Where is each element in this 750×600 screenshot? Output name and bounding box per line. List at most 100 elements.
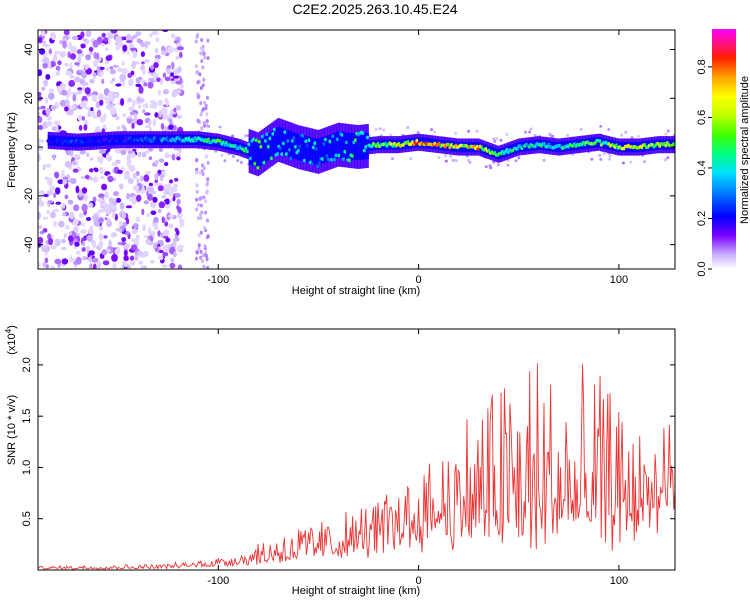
spectrogram-cell: [150, 259, 155, 264]
spectrogram-cell: [121, 213, 127, 219]
spectrogram-cell: [113, 191, 119, 196]
spectrogram-cell: [61, 258, 69, 265]
spectrogram-cell: [108, 197, 114, 203]
spectrogram-cell: [101, 78, 105, 85]
spectrogram-cell: [107, 175, 114, 183]
spectrogram-cell: [138, 104, 142, 109]
spectrogram-cell: [196, 69, 199, 74]
spectrogram-cell: [142, 68, 146, 75]
spectrogram-cell: [131, 152, 136, 159]
spectrogram-cell: [590, 157, 594, 161]
spectrogram-cell: [141, 61, 145, 65]
spectrogram-cell: [132, 184, 140, 191]
spectrogram-cell: [121, 237, 127, 242]
spectrogram-cell: [374, 127, 378, 131]
spectrogram-cell: [144, 112, 151, 116]
spectrogram-cell: [444, 159, 448, 163]
spectrogram-cell: [81, 203, 88, 212]
spectrogram-cell: [579, 127, 583, 131]
spectrogram-cell: [92, 214, 99, 221]
spectrogram-cell: [52, 154, 56, 161]
spectrogram-cell: [195, 183, 199, 188]
spectrogram-cell: [172, 251, 177, 258]
spectrogram-cell: [154, 247, 159, 252]
spectrogram-cell: [97, 156, 104, 163]
spectrogram-cell: [167, 46, 174, 54]
spectrogram-cell: [123, 266, 128, 269]
spectrogram-cell: [164, 76, 171, 82]
spectrogram-cell: [201, 253, 205, 258]
spectrogram-cell: [103, 37, 109, 42]
spectrogram-cell: [62, 179, 68, 185]
spectrogram-cell: [199, 249, 203, 254]
spectrogram-cell: [91, 257, 99, 263]
spectrogram-cell: [551, 134, 555, 138]
spectrogram-cell: [105, 153, 111, 161]
spectrogram-cell: [82, 38, 87, 42]
spectrogram-cell: [166, 65, 171, 69]
spectrogram-cell: [92, 60, 99, 68]
spectrogram-cell: [48, 88, 55, 94]
spectrogram-cell: [88, 202, 94, 208]
spectrogram-cell: [201, 65, 205, 70]
spectrogram-cell: [205, 182, 209, 187]
spectrogram-cell: [41, 244, 48, 248]
spectrogram-cell: [70, 177, 77, 184]
spectrogram-cell: [206, 160, 210, 165]
spectrogram-cell: [517, 156, 521, 160]
spectrogram-cell: [112, 64, 119, 68]
spectrogram-cell: [126, 40, 133, 44]
spectrogram-cell: [620, 133, 623, 137]
spectrogram-cell: [529, 127, 533, 131]
spectrogram-cell: [41, 30, 46, 37]
spectrogram-cell: [59, 51, 67, 58]
spectrogram-cell: [109, 69, 116, 75]
spectrogram-ytick-label: 20: [23, 92, 35, 104]
spectrogram-cell: [624, 130, 628, 134]
spectrogram-cell: [136, 178, 140, 184]
spectrogram-cell: [164, 198, 170, 205]
spectrogram-cell: [416, 130, 420, 134]
spectrogram-cell: [148, 156, 152, 161]
spectrogram-cell: [176, 205, 180, 210]
spectrogram-cell: [150, 79, 156, 83]
spectrogram-cell: [496, 163, 500, 167]
spectrogram-cell: [206, 234, 210, 239]
spectrogram-cell: [61, 169, 65, 176]
spectrogram-cell: [57, 179, 64, 184]
colorbar-bar: [712, 29, 736, 269]
spectrogram-cell: [66, 110, 74, 116]
spectrogram-cell: [127, 178, 134, 185]
spectrogram-cell: [46, 121, 53, 127]
snr-ticks: -100 0 100 0.5 1.0 1.5 2.0: [21, 329, 675, 587]
spectrogram-cell: [488, 164, 492, 168]
spectrogram-cell: [60, 246, 67, 251]
spectrogram-cell: [141, 151, 147, 158]
spectrogram-cell: [44, 163, 52, 168]
spectrogram-cell: [135, 31, 142, 36]
spectrogram-cell: [99, 149, 106, 154]
spectrogram-cell: [55, 187, 61, 195]
spectrogram-cell: [161, 264, 168, 268]
spectrogram-cell: [144, 125, 151, 129]
spectrogram-cell: [50, 211, 56, 219]
spectrogram-cell: [74, 241, 80, 247]
spectrogram-cell: [202, 264, 206, 269]
spectrogram-cell: [106, 98, 110, 106]
spectrogram-panel: -100 0 100 -40 -20 0 20 40 Height of straight l…: [6, 29, 676, 297]
spectrogram-cell: [124, 261, 128, 268]
spectrogram-cell: [75, 256, 82, 265]
spectrogram-cell: [57, 85, 61, 93]
spectrogram-cell: [175, 80, 182, 85]
spectrogram-cell: [82, 100, 88, 107]
spectrogram-cell: [150, 65, 155, 70]
spectrogram-cell: [99, 99, 104, 106]
spectrogram-cell: [599, 124, 603, 128]
spectrogram-cell: [164, 221, 169, 227]
spectrogram-cell: [206, 218, 209, 223]
spectrogram-cell: [146, 213, 150, 218]
spectrogram-cell: [161, 171, 166, 176]
spectrogram-cell: [112, 177, 117, 182]
colorbar-ticks: 0.0 0.2 0.4 0.6 0.8: [696, 59, 712, 277]
